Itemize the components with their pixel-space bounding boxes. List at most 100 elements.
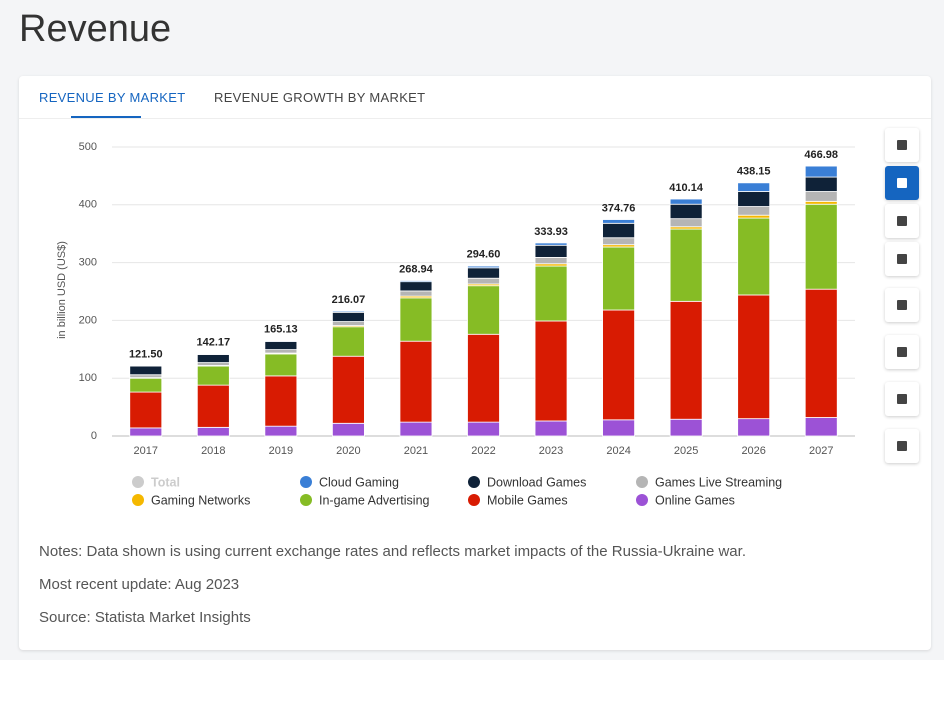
bar-segment xyxy=(804,200,838,205)
total-label: 216.07 xyxy=(332,294,366,306)
bar-segment xyxy=(737,191,771,207)
divider xyxy=(19,118,931,119)
bar-chart-button[interactable] xyxy=(885,128,919,162)
bar-segment xyxy=(264,349,298,354)
bar-segment xyxy=(467,265,500,269)
bar-segment xyxy=(602,419,635,437)
note: Source: Statista Market Insights xyxy=(39,609,251,626)
y-axis-label: in billion USD (US$) xyxy=(56,241,68,339)
total-label: 410.14 xyxy=(669,182,704,194)
expand-button[interactable] xyxy=(885,335,919,369)
bar-segment xyxy=(534,244,568,258)
x-tick-label: 2024 xyxy=(606,445,630,457)
x-tick-label: 2026 xyxy=(741,445,765,457)
bar-segment xyxy=(467,267,500,279)
info-button[interactable] xyxy=(885,429,919,463)
bar-segment xyxy=(467,421,500,437)
bar-segment xyxy=(804,203,838,290)
bar-segment xyxy=(534,242,568,246)
total-label: 294.60 xyxy=(467,249,501,261)
bar-segment xyxy=(467,333,500,423)
legend-label: Online Games xyxy=(655,493,735,507)
bar-segment xyxy=(129,374,163,379)
note: Notes: Data shown is using current excha… xyxy=(39,543,746,560)
y-tick-label: 100 xyxy=(79,372,97,384)
bar-segment xyxy=(196,426,230,437)
bar-segment xyxy=(602,246,635,311)
bar-segment xyxy=(804,191,838,202)
bar-segment xyxy=(467,277,500,285)
bar-segment xyxy=(332,326,365,357)
bar-segment xyxy=(332,311,365,322)
bar-segment xyxy=(399,340,433,423)
bar-segment xyxy=(804,417,838,437)
x-tick-label: 2018 xyxy=(201,445,225,457)
bar-segment xyxy=(602,222,635,239)
bar-segment xyxy=(332,355,365,424)
bar-segment xyxy=(264,353,298,377)
bar-segment xyxy=(467,285,500,335)
download-button[interactable] xyxy=(885,288,919,322)
tab[interactable]: REVENUE BY MARKET xyxy=(39,90,186,105)
legend-dot xyxy=(132,476,144,488)
x-tick-label: 2019 xyxy=(269,445,293,457)
chart-card: REVENUE BY MARKET REVENUE GROWTH BY MARK… xyxy=(19,76,931,650)
table-button[interactable] xyxy=(885,242,919,276)
bar-segment xyxy=(264,340,298,342)
tab-underline xyxy=(71,116,141,118)
bar-segment xyxy=(669,218,703,228)
total-label: 438.15 xyxy=(737,166,771,178)
total-label: 466.98 xyxy=(804,149,838,161)
total-label: 121.50 xyxy=(129,349,163,361)
x-tick-label: 2017 xyxy=(134,445,158,457)
bar-segment xyxy=(534,265,568,322)
bar-segment xyxy=(399,281,433,292)
x-tick-label: 2025 xyxy=(674,445,698,457)
bar-segment xyxy=(669,203,703,220)
legend-label: Download Games xyxy=(487,475,586,489)
total-label: 333.93 xyxy=(534,226,568,238)
bar-segment xyxy=(737,206,771,216)
bar-segment xyxy=(399,290,433,297)
legend-label: Cloud Gaming xyxy=(319,475,399,489)
line-chart-button[interactable] xyxy=(885,204,919,238)
total-label: 268.94 xyxy=(399,263,434,275)
stacked-chart-button[interactable] xyxy=(885,166,919,200)
y-tick-label: 400 xyxy=(79,199,97,211)
bar-segment xyxy=(737,182,771,192)
bar-segment xyxy=(196,354,230,363)
bar-segment xyxy=(399,297,433,342)
legend-dot xyxy=(132,494,144,506)
hide-button[interactable] xyxy=(885,382,919,416)
bar-segment xyxy=(669,418,703,437)
chart: in billion USD (US$) 0 100 200 300 400 500 201… xyxy=(56,141,855,507)
bar-segment xyxy=(196,362,230,366)
bar-segment xyxy=(602,309,635,421)
tab[interactable]: REVENUE GROWTH BY MARKET xyxy=(214,90,426,105)
bar-segment xyxy=(534,320,568,422)
bar-segment xyxy=(332,422,365,437)
bar-segment xyxy=(129,427,163,437)
bar-segment xyxy=(737,217,771,296)
legend-dot xyxy=(468,476,480,488)
note: Most recent update: Aug 2023 xyxy=(39,576,240,593)
legend-label: In-game Advertising xyxy=(319,493,430,507)
bar-segment xyxy=(534,420,568,437)
bar-segment xyxy=(196,384,230,428)
legend-dot xyxy=(636,494,648,506)
legend-dot xyxy=(300,494,312,506)
bar-segment xyxy=(737,214,771,219)
bar-segment xyxy=(129,377,163,393)
bar-segment xyxy=(332,321,365,327)
legend-label: Mobile Games xyxy=(487,493,568,507)
x-tick-label: 2021 xyxy=(404,445,428,457)
bar-segment xyxy=(332,310,365,313)
bar-segment xyxy=(804,176,838,192)
bar-segment xyxy=(669,300,703,420)
bar-segment xyxy=(534,256,568,265)
legend-label: Games Live Streaming xyxy=(655,475,782,489)
bar-segment xyxy=(602,219,635,224)
legend-dot xyxy=(300,476,312,488)
x-tick-label: 2022 xyxy=(471,445,495,457)
